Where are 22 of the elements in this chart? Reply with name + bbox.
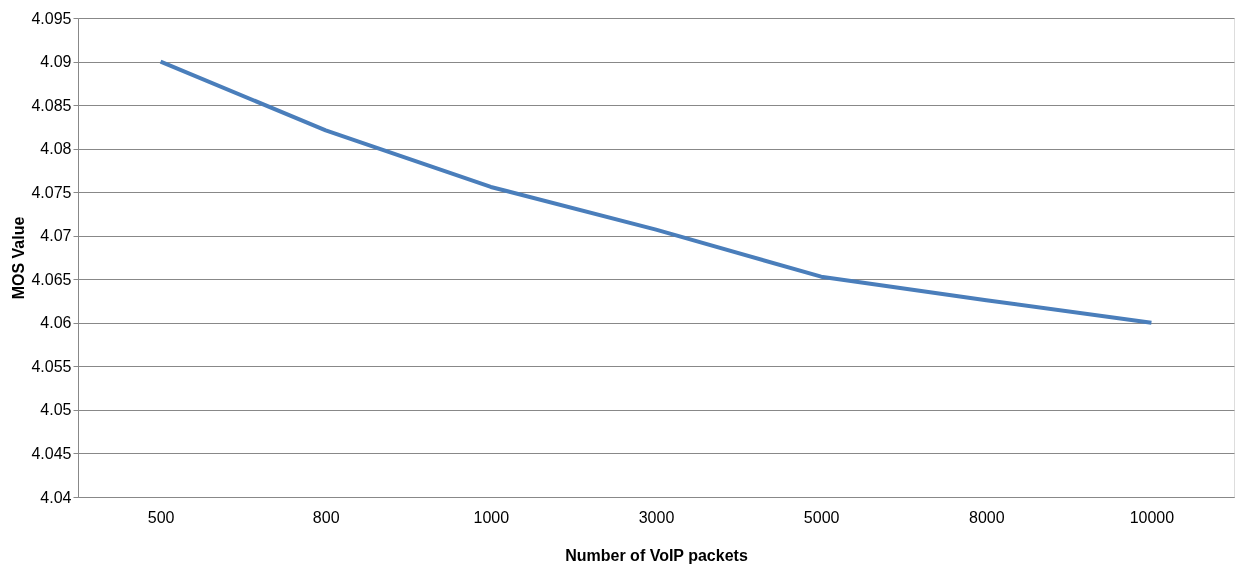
x-tick-label: 500 bbox=[147, 508, 175, 526]
y-tick-label: 4.04 bbox=[40, 488, 72, 506]
y-tick-label: 4.095 bbox=[31, 9, 72, 27]
y-tick-label: 4.065 bbox=[31, 270, 72, 288]
y-tick-label: 4.09 bbox=[40, 53, 72, 71]
x-tick-label: 10000 bbox=[1129, 508, 1175, 526]
x-tick-label: 3000 bbox=[638, 508, 675, 526]
y-tick-label: 4.05 bbox=[40, 401, 72, 419]
x-tick-label: 1000 bbox=[473, 508, 510, 526]
y-tick-label: 4.08 bbox=[40, 140, 72, 158]
x-tick-label: 800 bbox=[312, 508, 340, 526]
x-tick-label: 5000 bbox=[803, 508, 840, 526]
y-axis-title: MOS Value bbox=[10, 216, 28, 300]
x-tick-label: 8000 bbox=[968, 508, 1005, 526]
x-axis-title: Number of VoIP packets bbox=[565, 546, 748, 564]
y-tick-label: 4.07 bbox=[40, 227, 72, 245]
y-tick-label: 4.075 bbox=[31, 183, 72, 201]
y-tick-label: 4.085 bbox=[31, 96, 72, 114]
line-series bbox=[158, 59, 1154, 325]
y-tick-label: 4.055 bbox=[31, 357, 72, 375]
y-tick-label: 4.045 bbox=[31, 444, 72, 462]
y-tick-label: 4.06 bbox=[40, 314, 72, 332]
